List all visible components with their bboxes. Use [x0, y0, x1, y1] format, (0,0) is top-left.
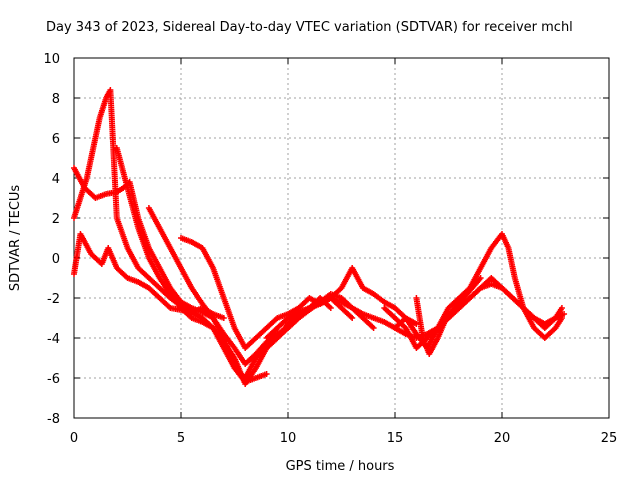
y-tick-label: -4: [47, 332, 60, 347]
x-tick-label: 10: [280, 431, 297, 446]
series-track-9: [381, 281, 568, 351]
data-point: [477, 275, 484, 281]
y-tick-label: -8: [47, 412, 60, 427]
y-tick-label: 8: [52, 92, 60, 107]
series-track-2: [71, 165, 334, 381]
series-track-10: [413, 275, 484, 357]
data-point: [220, 315, 227, 321]
y-tick-label: 10: [43, 52, 60, 67]
series-track-6: [71, 231, 227, 321]
plot-frame: [73, 57, 610, 419]
y-axis-label: SDTVAR / TECUs: [8, 185, 23, 292]
data-point: [370, 325, 377, 331]
y-tick-label: -2: [47, 292, 60, 307]
x-tick-label: 5: [177, 431, 185, 446]
y-tick-label: -6: [47, 372, 60, 387]
y-tick-label: 4: [52, 172, 60, 187]
chart-title: Day 343 of 2023, Sidereal Day-to-day VTE…: [46, 20, 573, 35]
x-axis-label: GPS time / hours: [286, 459, 395, 474]
data-point: [561, 311, 568, 317]
data-point: [263, 371, 270, 377]
x-tick-label: 0: [70, 431, 78, 446]
axis-ticks: 0 5 10 15 20 25 -8 -6 -4 -2 0 2 4 6 8 10: [43, 52, 617, 446]
data-point: [327, 305, 334, 311]
x-tick-label: 20: [494, 431, 511, 446]
grid-lines: [74, 58, 609, 418]
x-tick-label: 25: [601, 431, 618, 446]
data-point: [558, 305, 565, 311]
x-tick-label: 15: [387, 431, 404, 446]
data-points: [71, 87, 568, 387]
y-tick-label: 6: [52, 132, 60, 147]
y-tick-label: 0: [52, 252, 60, 267]
y-tick-label: 2: [52, 212, 60, 227]
data-point: [349, 315, 356, 321]
